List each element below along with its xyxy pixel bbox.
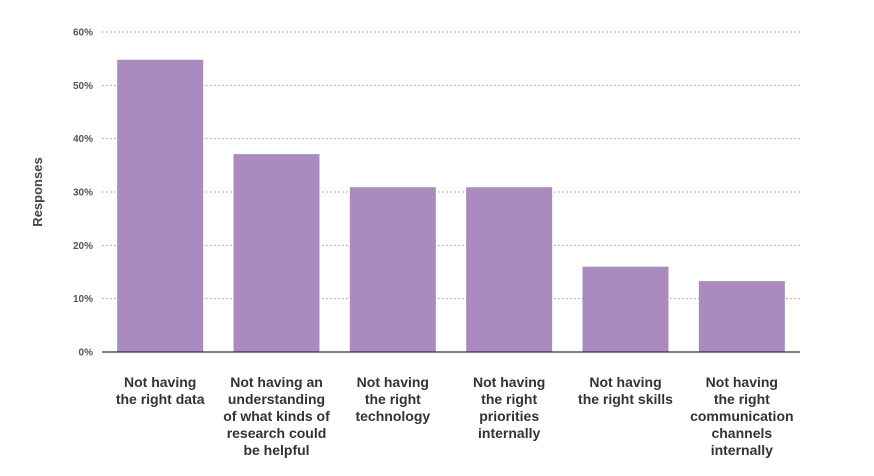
bars — [117, 59, 785, 352]
x-category-label: Not having the right skills — [578, 374, 673, 407]
bar — [466, 187, 553, 352]
bar — [582, 266, 669, 352]
y-axis-ticks: 0% 10% 20% 30% 40% 50% 60% — [73, 28, 93, 359]
x-category-label: Not having the right priorities internal… — [472, 374, 546, 441]
x-category-label: Not having the right communication chann… — [690, 374, 794, 458]
bar — [117, 59, 204, 352]
x-category-label: Not having an understanding of what kind… — [223, 374, 330, 458]
gridlines — [102, 31, 800, 300]
y-tick-label: 10% — [73, 294, 93, 305]
y-tick-label: 0% — [79, 348, 94, 359]
x-category-label: Not having the right data — [115, 374, 205, 407]
y-axis-title: Responses — [30, 157, 45, 226]
y-tick-label: 20% — [73, 241, 93, 252]
y-tick-label: 30% — [73, 188, 93, 199]
y-tick-label: 50% — [73, 81, 93, 92]
bar — [698, 281, 785, 352]
y-tick-label: 60% — [73, 28, 93, 39]
y-tick-label: 40% — [73, 134, 93, 145]
x-category-label: Not having the right technology — [355, 374, 431, 424]
bar — [349, 187, 436, 352]
bar — [233, 154, 320, 352]
